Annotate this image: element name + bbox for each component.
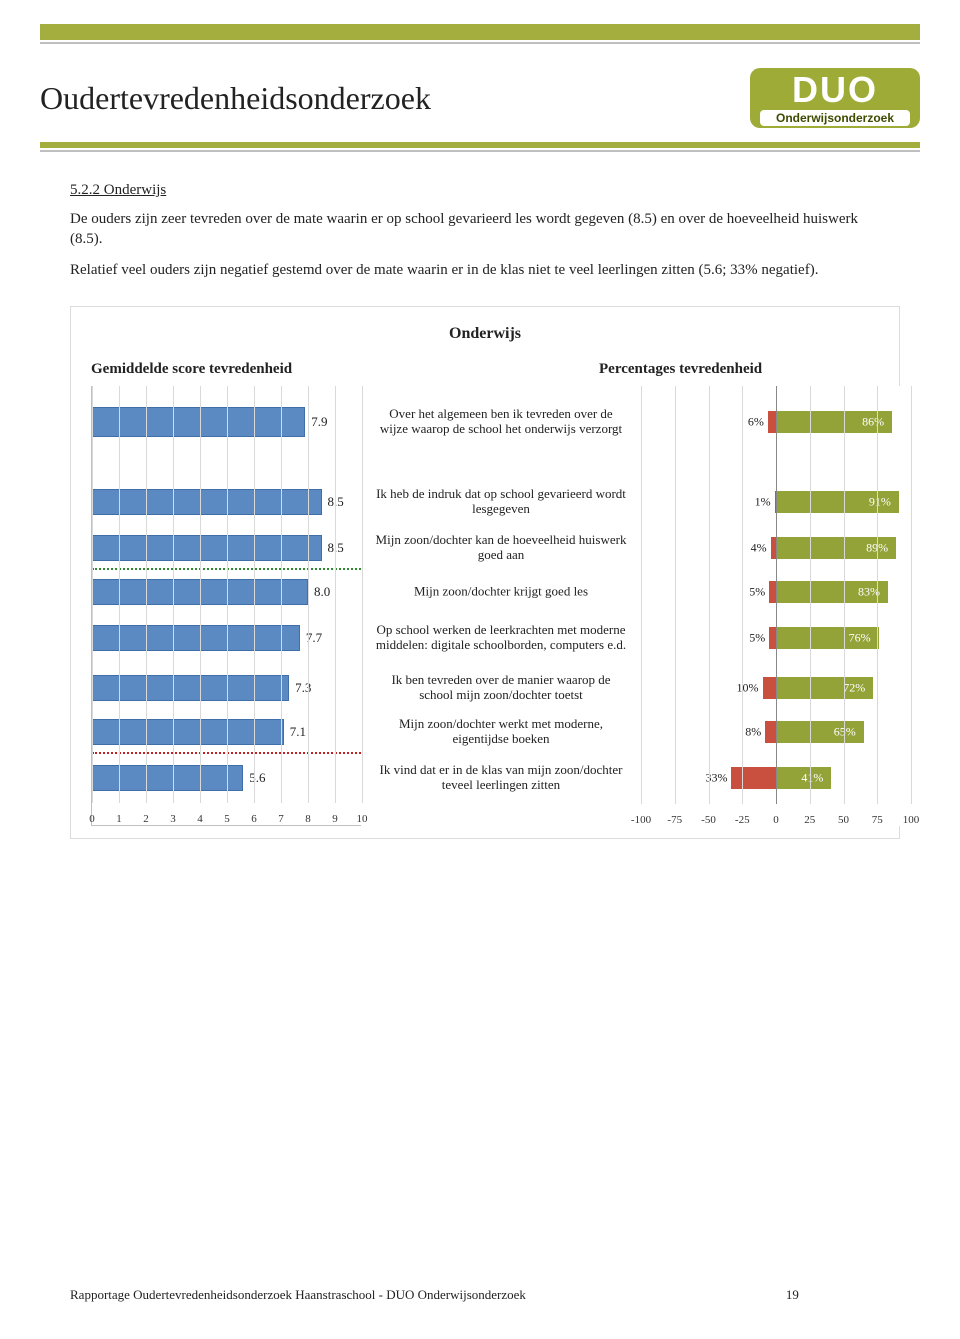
- gridline: [173, 386, 174, 803]
- x-tick-label: 3: [170, 813, 176, 825]
- score-bar: [92, 675, 289, 701]
- footer: Rapportage Oudertevredenheidsonderzoek H…: [70, 1287, 900, 1303]
- intro-paragraph-1: De ouders zijn zeer tevreden over de mat…: [70, 209, 890, 250]
- negative-pct-label: 5%: [749, 630, 765, 645]
- row-label: Op school werken de leerkrachten met mod…: [371, 623, 631, 653]
- logo-text: DUO: [760, 72, 910, 108]
- gridline: [675, 386, 676, 804]
- chart-container: Onderwijs Gemiddelde score tevredenheid …: [70, 306, 900, 839]
- x-tick-label: 2: [143, 813, 149, 825]
- gridline: [709, 386, 710, 804]
- positive-pct-label: 65%: [834, 724, 856, 739]
- gridline: [92, 386, 93, 803]
- right-subtitle: Percentages tevredenheid: [599, 361, 879, 378]
- row-label: Ik ben tevreden over de manier waarop de…: [371, 673, 631, 703]
- row-label: Mijn zoon/dochter kan de hoeveelheid hui…: [371, 533, 631, 563]
- x-tick-label: 5: [224, 813, 230, 825]
- x-tick-label: 75: [872, 814, 883, 826]
- row-label: Mijn zoon/dochter krijgt goed les: [371, 584, 631, 599]
- score-bar-label: 5.6: [249, 770, 265, 786]
- positive-pct-label: 76%: [849, 630, 871, 645]
- positive-pct-label: 91%: [869, 494, 891, 509]
- positive-pct-label: 72%: [843, 680, 865, 695]
- left-subtitle: Gemiddelde score tevredenheid: [91, 361, 371, 378]
- x-tick-label: 7: [278, 813, 284, 825]
- gridline: [641, 386, 642, 804]
- gridline: [362, 386, 363, 803]
- row-label: Ik vind dat er in de klas van mijn zoon/…: [371, 763, 631, 793]
- gridline: [308, 386, 309, 803]
- negative-bar: [769, 627, 776, 649]
- gridline: [911, 386, 912, 804]
- positive-pct-label: 41%: [801, 770, 823, 785]
- x-tick-label: 8: [305, 813, 311, 825]
- score-bar-label: 7.9: [311, 414, 327, 430]
- gridline: [335, 386, 336, 803]
- negative-bar: [763, 677, 777, 699]
- x-tick-label: 10: [357, 813, 368, 825]
- x-tick-label: -75: [667, 814, 682, 826]
- negative-pct-label: 8%: [745, 724, 761, 739]
- gridline: [810, 386, 811, 804]
- gridline: [742, 386, 743, 804]
- x-tick-label: 6: [251, 813, 257, 825]
- logo-subtext: Onderwijsonderzoek: [760, 110, 910, 126]
- x-tick-label: 1: [116, 813, 122, 825]
- negative-bar: [765, 721, 776, 743]
- gridline: [877, 386, 878, 804]
- x-tick-label: -25: [735, 814, 750, 826]
- row-labels-column: Over het algemeen ben ik tevreden over d…: [371, 386, 631, 826]
- positive-pct-label: 86%: [862, 414, 884, 429]
- x-tick-label: 25: [804, 814, 815, 826]
- negative-pct-label: 4%: [751, 540, 767, 555]
- section-heading: 5.2.2 Onderwijs: [70, 182, 900, 199]
- negative-pct-label: 6%: [748, 414, 764, 429]
- x-tick-label: 100: [903, 814, 920, 826]
- header-green-rule: [40, 142, 920, 148]
- negative-bar: [769, 581, 776, 603]
- x-tick-label: 0: [773, 814, 779, 826]
- gridline: [844, 386, 845, 804]
- gridline: [227, 386, 228, 803]
- negative-pct-label: 1%: [755, 494, 771, 509]
- score-bar: [92, 765, 243, 791]
- top-green-stripe: [40, 24, 920, 40]
- score-bar-label: 8.0: [314, 584, 330, 600]
- x-tick-label: 0: [89, 813, 95, 825]
- footer-text: Rapportage Oudertevredenheidsonderzoek H…: [70, 1287, 526, 1303]
- percentage-bar-chart: 6%86%1%91%4%89%5%83%5%76%10%72%8%65%33%4…: [641, 386, 911, 826]
- header: Oudertevredenheidsonderzoek DUO Onderwij…: [0, 44, 960, 136]
- x-tick-label: -50: [701, 814, 716, 826]
- gridline: [146, 386, 147, 803]
- gridline: [281, 386, 282, 803]
- page-title: Oudertevredenheidsonderzoek: [40, 80, 431, 117]
- row-label: Mijn zoon/dochter werkt met moderne, eig…: [371, 717, 631, 747]
- negative-pct-label: 5%: [749, 584, 765, 599]
- score-bar: [92, 535, 322, 561]
- intro-paragraph-2: Relatief veel ouders zijn negatief geste…: [70, 260, 890, 280]
- score-bar-chart: 7.98.58.58.07.77.37.15.6 012345678910: [91, 386, 361, 826]
- x-tick-label: -100: [631, 814, 651, 826]
- axis-zero-line: [776, 386, 777, 804]
- page-number: 19: [786, 1287, 799, 1303]
- x-tick-label: 4: [197, 813, 203, 825]
- score-bar: [92, 489, 322, 515]
- gridline: [200, 386, 201, 803]
- x-tick-label: 50: [838, 814, 849, 826]
- score-bar-label: 7.1: [290, 724, 306, 740]
- negative-bar: [731, 767, 776, 789]
- negative-bar: [768, 411, 776, 433]
- gridline: [254, 386, 255, 803]
- logo: DUO Onderwijsonderzoek: [750, 68, 920, 128]
- score-bar: [92, 625, 300, 651]
- chart-title: Onderwijs: [91, 325, 879, 343]
- score-bar: [92, 407, 305, 437]
- row-label: Over het algemeen ben ik tevreden over d…: [371, 407, 631, 437]
- x-tick-label: 9: [332, 813, 338, 825]
- row-label: Ik heb de indruk dat op school gevarieer…: [371, 487, 631, 517]
- negative-pct-label: 10%: [737, 680, 759, 695]
- gridline: [119, 386, 120, 803]
